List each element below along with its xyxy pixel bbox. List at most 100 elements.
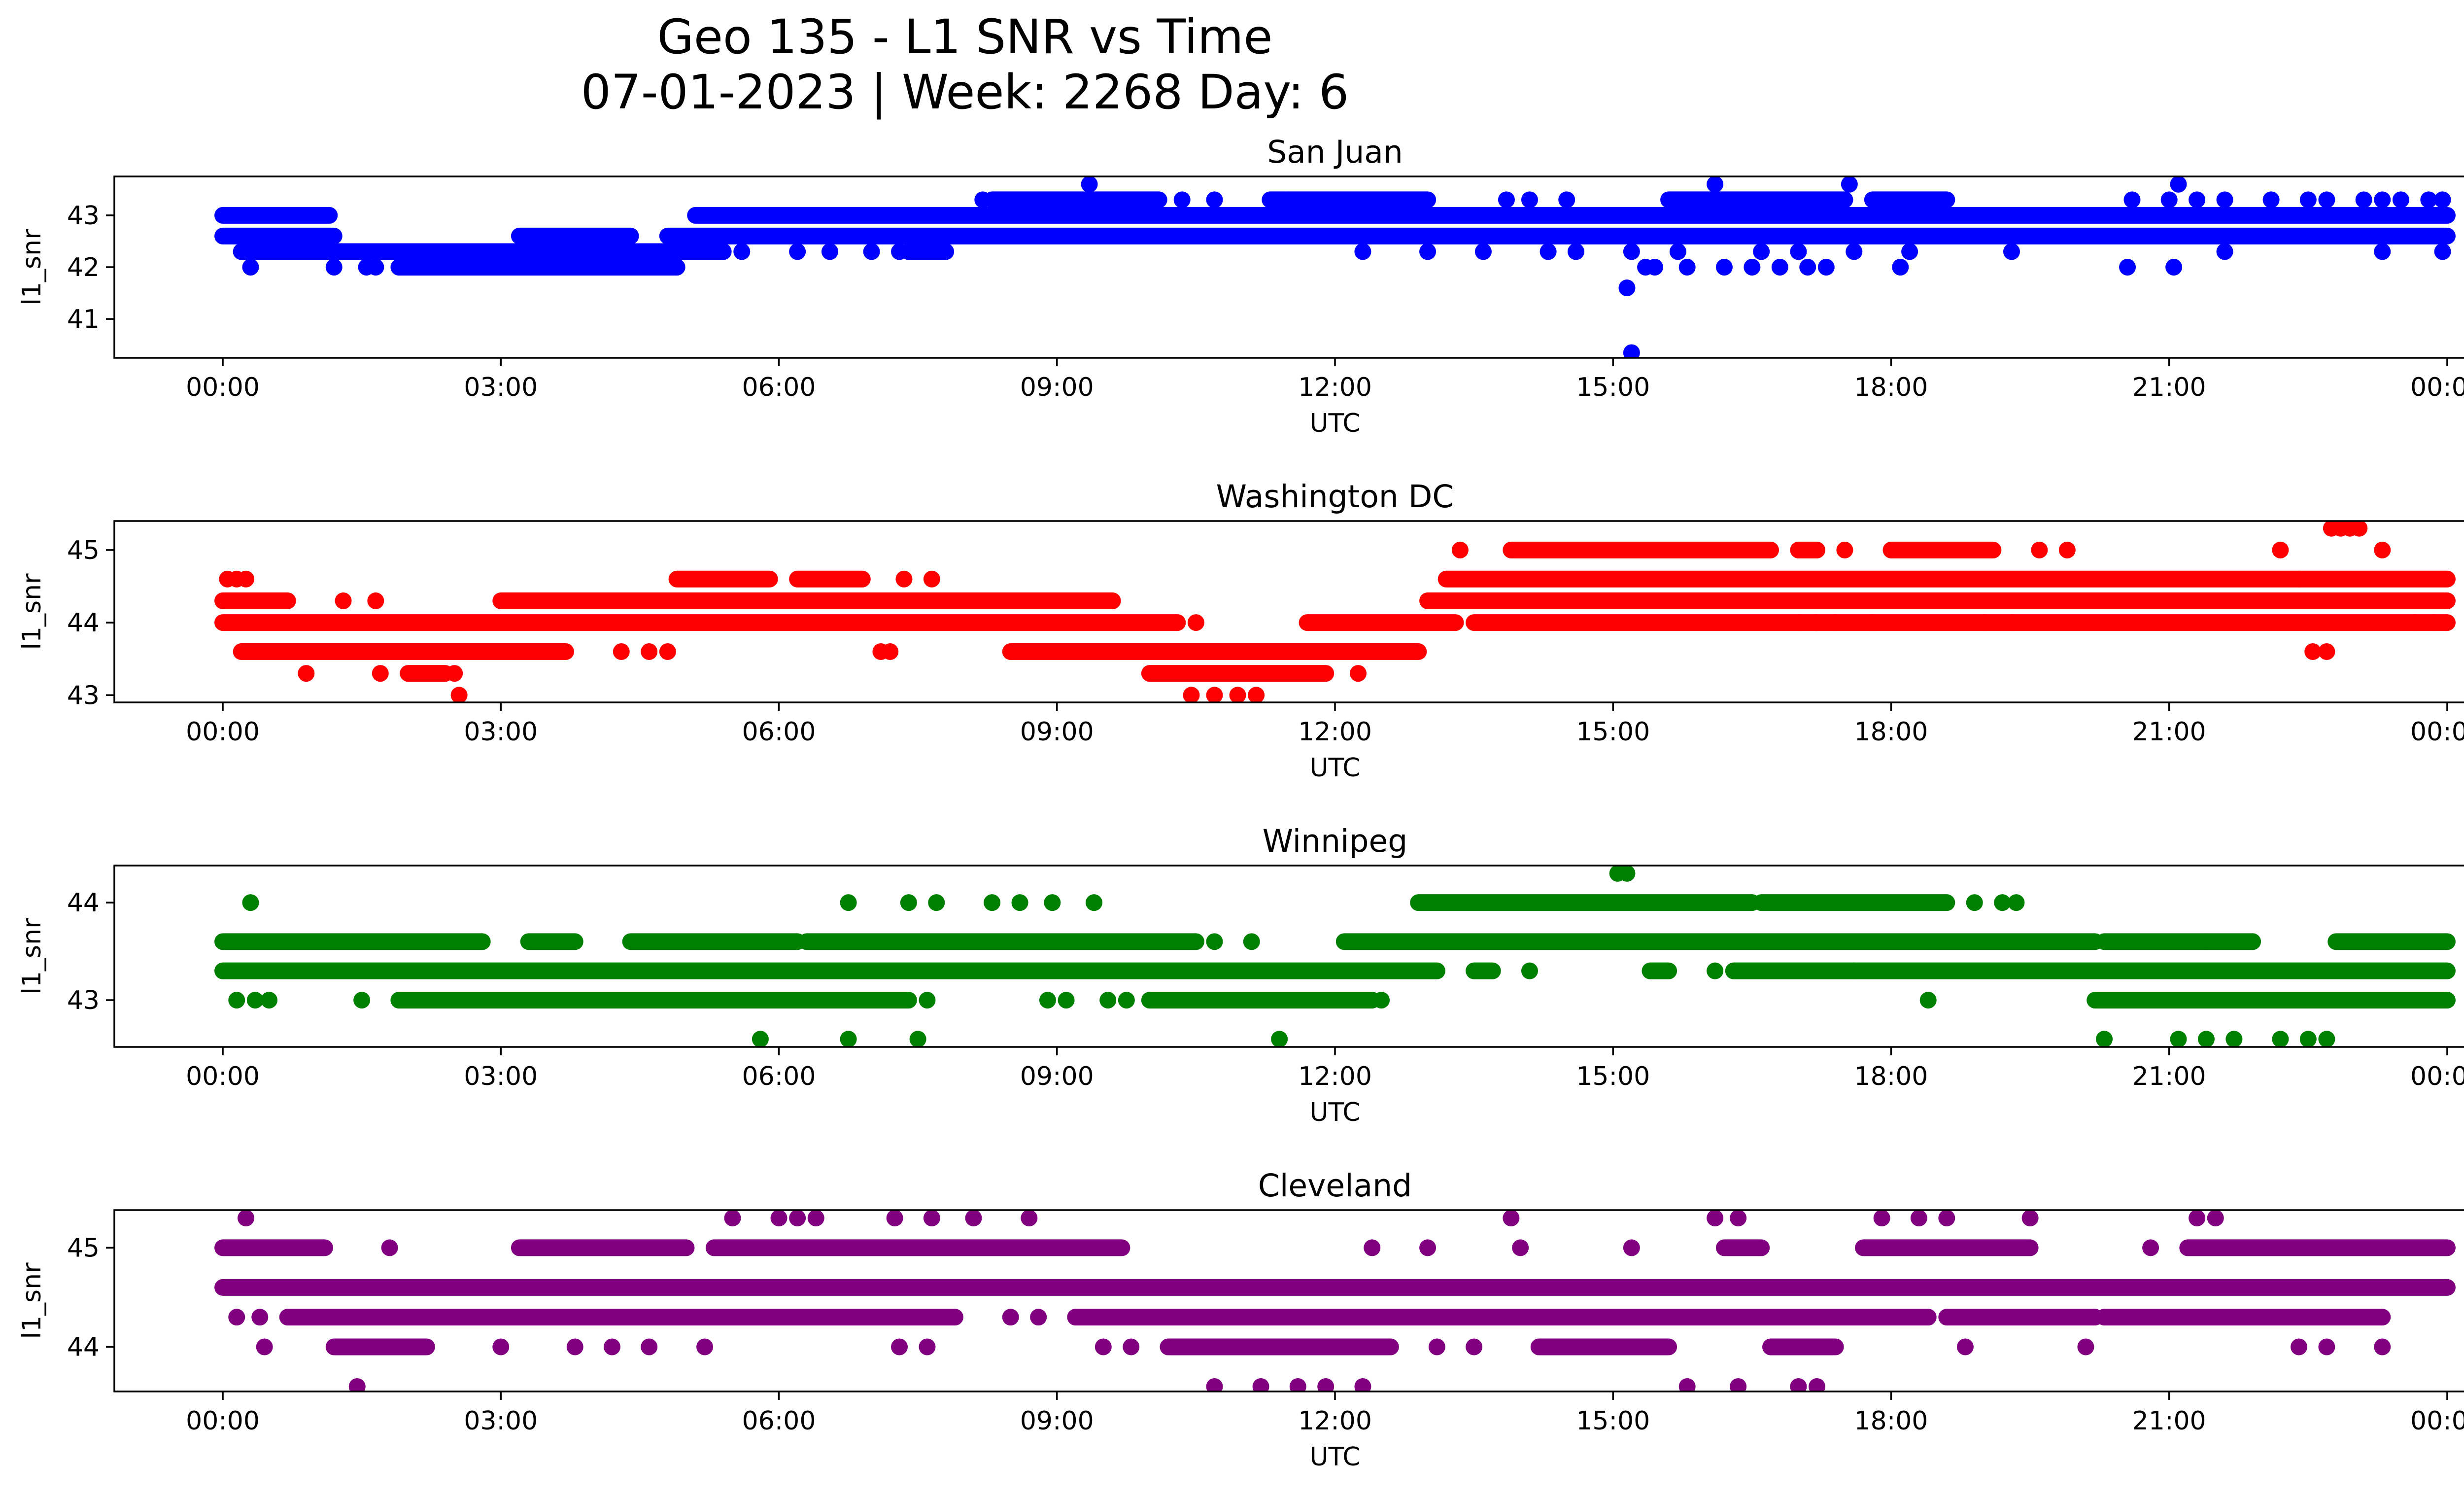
data-point [492, 1338, 510, 1356]
data-point [242, 259, 259, 276]
data-point [2003, 243, 2020, 260]
data-point [2207, 1210, 2224, 1227]
data-point [789, 243, 806, 260]
data-point [1206, 191, 1223, 209]
data-point [1354, 243, 1371, 260]
data-point [2299, 191, 2317, 209]
data-point [1753, 243, 1770, 260]
data-point [2123, 191, 2141, 209]
data-point [2096, 1031, 2113, 1047]
y-axis-label: l1_snr [17, 229, 47, 306]
data-point [2318, 1031, 2335, 1047]
data-point [1419, 1239, 1437, 1256]
data-point [2197, 933, 2215, 950]
y-tick-label: 43 [67, 201, 100, 231]
data-point [1206, 933, 1223, 950]
data-point [1183, 687, 1200, 702]
x-tick-label: 15:00 [1576, 1062, 1650, 1091]
data-point [372, 665, 389, 682]
data-point [789, 1210, 806, 1227]
data-point [840, 1031, 857, 1047]
y-tick-label: 44 [67, 1333, 100, 1362]
panel-title: Cleveland [1258, 1168, 1412, 1204]
data-point [2318, 191, 2335, 209]
data-point [2077, 1338, 2094, 1356]
data-point [1827, 614, 1844, 631]
data-point [2406, 614, 2424, 631]
data-point [909, 1031, 926, 1047]
data-point [446, 665, 463, 682]
data-point [1790, 614, 1807, 631]
x-tick-label: 18:00 [1854, 1062, 1928, 1091]
data-point [2374, 191, 2391, 209]
data-point [367, 259, 384, 276]
x-tick-label: 09:00 [1020, 717, 1094, 747]
data-point [2160, 191, 2178, 209]
data-point [733, 243, 751, 260]
data-point [1707, 962, 1724, 979]
scatter-series [214, 176, 2456, 358]
data-point [1623, 243, 1640, 260]
data-point [1466, 1338, 1483, 1356]
data-point [1841, 176, 1858, 193]
x-tick-label: 06:00 [742, 717, 816, 747]
data-point [316, 243, 333, 260]
x-tick-label: 15:00 [1576, 717, 1650, 747]
data-point [1994, 894, 2011, 911]
panel-winnipeg: 43 44 00:00 03:00 06:00 09:00 12:00 15:00 18:00 2… [17, 823, 2464, 1127]
data-point [1317, 1378, 1335, 1391]
data-point [1910, 1210, 1927, 1227]
data-point [2165, 259, 2183, 276]
data-point [2374, 541, 2391, 558]
x-tick-label: 00:00 [2410, 373, 2464, 402]
data-point [923, 1210, 940, 1227]
data-point [2262, 191, 2280, 209]
data-point [1354, 1378, 1371, 1391]
scatter-series [214, 866, 2456, 1047]
data-point [863, 243, 880, 260]
data-point [886, 1210, 903, 1227]
data-point [603, 1338, 620, 1356]
data-point [450, 687, 468, 702]
plot-panels: 41 42 43 00:00 03:00 06:00 09:00 12:00 15:00 18:0… [17, 134, 2464, 1472]
data-point [1095, 1338, 1112, 1356]
data-point [821, 243, 838, 260]
data-point [1280, 191, 1297, 209]
data-point [1206, 687, 1223, 702]
data-point [1512, 1239, 1529, 1256]
data-point [335, 592, 352, 609]
data-point [1206, 1378, 1223, 1391]
data-point [1809, 1378, 1826, 1391]
data-point [2021, 1210, 2039, 1227]
x-axis-label: UTC [1309, 409, 1360, 438]
data-point [2420, 191, 2437, 209]
x-tick-label: 18:00 [1854, 1406, 1928, 1436]
data-point [1966, 894, 1983, 911]
y-tick-label: 45 [67, 1233, 100, 1263]
data-point [464, 259, 481, 276]
data-point [974, 191, 992, 209]
data-point [1618, 279, 1636, 297]
data-point [1002, 1309, 1019, 1326]
data-point [256, 1338, 273, 1356]
data-point [1521, 962, 1538, 979]
data-point [724, 1210, 741, 1227]
data-point [2008, 894, 2025, 911]
x-tick-label: 21:00 [2132, 1406, 2206, 1436]
data-point [2425, 614, 2442, 631]
x-tick-label: 00:00 [186, 1062, 260, 1091]
data-point [659, 643, 676, 660]
data-point [1252, 1378, 1269, 1391]
y-tick-label: 45 [67, 536, 100, 565]
data-point [502, 259, 519, 276]
data-point [1558, 191, 1575, 209]
x-tick-label: 00:00 [186, 1406, 260, 1436]
data-point [1646, 259, 1663, 276]
data-point [1669, 243, 1686, 260]
data-point [919, 1338, 936, 1356]
data-point [1243, 933, 1260, 950]
data-point [1919, 992, 1937, 1009]
data-point [2351, 521, 2368, 537]
data-point [1419, 243, 1437, 260]
data-point [2299, 1031, 2317, 1047]
